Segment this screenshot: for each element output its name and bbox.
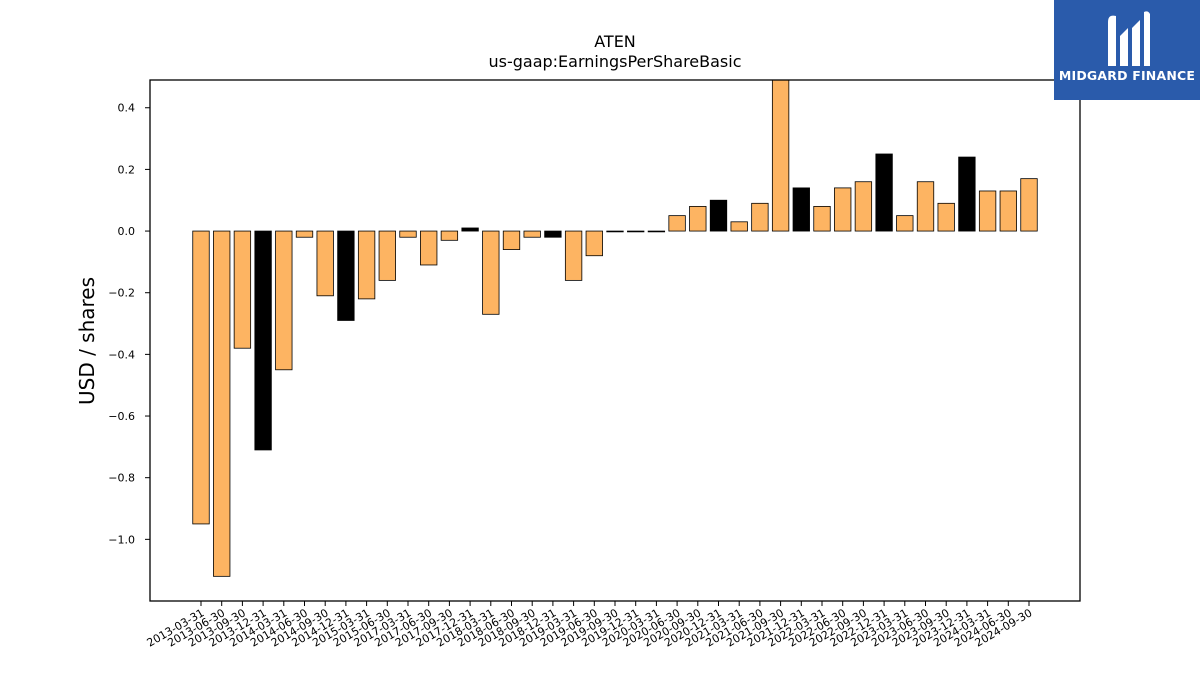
bar-2018-06-30: [502, 230, 521, 250]
y-axis: 0.4 0.2 0.0 −0.2 −0.4 −0.6 −0.8 −1.0: [108, 102, 150, 546]
bar-2015-03-31: [357, 230, 376, 300]
bar-2017-03-31: [399, 230, 417, 238]
y-tick-label: 0.4: [118, 102, 136, 115]
bar-2019-06-30: [585, 230, 603, 257]
y-tick-label: −0.4: [108, 348, 135, 361]
bar-2013-03-31: [192, 230, 210, 525]
y-tick-label: 0.0: [118, 225, 136, 238]
y-tick-label: −0.8: [108, 472, 135, 485]
bar-2020-03-31: [647, 230, 666, 233]
midgard-logo-icon: [1108, 11, 1150, 67]
bar-2014-06-30: [295, 230, 314, 238]
bar-2021-06-30: [751, 202, 769, 232]
bar-2013-09-30: [233, 230, 252, 349]
chart-title: ATEN: [594, 32, 636, 51]
bar-2024-09-30: [1020, 178, 1038, 232]
bar-2019-03-31: [564, 230, 583, 281]
bar-2020-06-30: [668, 215, 686, 232]
bar-2021-12-31: [792, 187, 810, 232]
bar-2022-09-30: [854, 181, 873, 232]
bar-2022-06-30: [834, 187, 852, 232]
bar-2022-12-31: [875, 153, 893, 232]
bar-2017-12-31: [461, 227, 479, 232]
bars-layer: [192, 79, 1038, 577]
bar-2019-09-30: [606, 230, 624, 233]
bar-2020-09-30: [689, 205, 707, 232]
bar-2019-12-31: [627, 230, 645, 233]
bar-2021-03-31: [730, 221, 748, 232]
bar-2017-06-30: [420, 230, 438, 266]
x-axis: 2013-03-312013-06-302013-09-302013-12-31…: [145, 601, 1035, 650]
bar-2022-03-31: [813, 205, 831, 232]
bar-2023-09-30: [937, 202, 955, 232]
y-axis-label: USD / shares: [75, 277, 99, 405]
midgard-finance-logo: MIDGARD FINANCE: [1054, 0, 1200, 100]
y-tick-label: −1.0: [108, 533, 135, 546]
bar-2024-03-31: [978, 190, 997, 232]
bar-2013-12-31: [254, 230, 272, 451]
logo-text: MIDGARD FINANCE: [1058, 68, 1196, 83]
bar-2023-06-30: [916, 181, 935, 232]
bar-2023-03-31: [896, 215, 914, 232]
bar-2021-09-30: [771, 79, 790, 232]
bar-2014-03-31: [275, 230, 293, 371]
y-tick-label: 0.2: [118, 163, 136, 176]
bar-2024-06-30: [999, 190, 1017, 232]
bar-2018-03-31: [482, 230, 500, 315]
y-tick-label: −0.6: [108, 410, 135, 423]
bar-2020-12-31: [709, 199, 728, 232]
bar-2014-09-30: [316, 230, 334, 297]
bar-2023-12-31: [958, 156, 976, 232]
bar-2018-12-31: [544, 230, 562, 238]
chart-subtitle: us-gaap:EarningsPerShareBasic: [488, 52, 742, 71]
y-tick-label: −0.2: [108, 287, 135, 300]
bar-2018-09-30: [523, 230, 541, 238]
bar-2015-06-30: [378, 230, 396, 281]
bar-2017-09-30: [440, 230, 459, 241]
bar-2013-06-30: [213, 230, 231, 577]
bar-2014-12-31: [337, 230, 355, 321]
